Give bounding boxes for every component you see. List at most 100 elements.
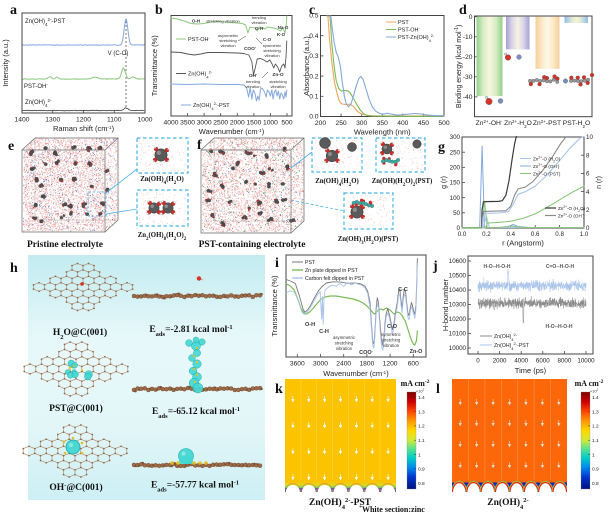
svg-text:600: 600 — [408, 361, 419, 368]
svg-text:1800: 1800 — [359, 361, 374, 368]
svg-text:Zn(OH)3(H2O)(PST): Zn(OH)3(H2O)(PST) — [338, 236, 399, 246]
svg-text:3600: 3600 — [290, 361, 305, 368]
svg-text:Zn2+-O (H2O): Zn2+-O (H2O) — [558, 205, 586, 213]
svg-text:Zn2+-O (OH-): Zn2+-O (OH-) — [558, 212, 585, 218]
svg-text:8: 8 — [586, 152, 590, 159]
svg-text:OH-@C(001): OH-@C(001) — [49, 482, 102, 494]
svg-text:0.0: 0.0 — [458, 231, 467, 238]
svg-text:k: k — [275, 382, 283, 397]
svg-text:10400: 10400 — [449, 287, 467, 294]
svg-text:1: 1 — [592, 452, 595, 458]
svg-text:stretching vibration: stretching vibration — [206, 19, 240, 24]
svg-text:j: j — [432, 259, 438, 274]
svg-text:vibration: vibration — [270, 84, 285, 89]
svg-text:Zn-O: Zn-O — [272, 72, 283, 78]
svg-text:Eads=-57.77 kcal mol-1: Eads=-57.77 kcal mol-1 — [151, 479, 239, 493]
svg-text:0.6: 0.6 — [531, 231, 540, 238]
svg-text:4000: 4000 — [514, 358, 528, 365]
svg-text:10300: 10300 — [449, 302, 467, 309]
svg-text:1.2: 1.2 — [418, 424, 425, 430]
svg-text:Zn(OH)42--PST: Zn(OH)42--PST — [309, 497, 372, 511]
svg-text:Zn2+-PST: Zn2+-PST — [533, 119, 561, 128]
svg-text:300: 300 — [356, 120, 367, 127]
svg-text:150: 150 — [450, 180, 461, 187]
svg-text:Zn-O: Zn-O — [410, 349, 424, 355]
svg-text:H-O--H-O-H: H-O--H-O-H — [484, 264, 511, 270]
svg-text:*White section:zinc: *White section:zinc — [359, 505, 425, 514]
svg-text:Zn(OH)42--PST: Zn(OH)42--PST — [193, 101, 230, 111]
svg-text:1000: 1000 — [138, 117, 153, 124]
svg-text:PST-containing electrolyte: PST-containing electrolyte — [199, 240, 306, 250]
svg-text:stretching: stretching — [219, 38, 236, 43]
svg-text:vibration: vibration — [336, 346, 353, 351]
svg-text:g: g — [438, 140, 445, 155]
svg-text:stretching: stretching — [269, 79, 286, 84]
svg-text:Time (ps): Time (ps) — [515, 366, 547, 375]
svg-text:b: b — [155, 3, 163, 18]
svg-text:2400: 2400 — [336, 361, 351, 368]
svg-text:H2O@C(001): H2O@C(001) — [53, 327, 107, 341]
svg-text:C-O: C-O — [387, 324, 398, 330]
svg-text:stretching: stretching — [335, 341, 354, 346]
svg-text:1.1: 1.1 — [418, 438, 425, 444]
svg-text:1400: 1400 — [15, 117, 30, 124]
svg-text:1: 1 — [418, 452, 421, 458]
svg-text:stretching: stretching — [263, 48, 280, 53]
svg-text:0: 0 — [476, 358, 480, 365]
svg-text:V (C-O): V (C-O) — [108, 51, 129, 57]
svg-text:PST-OH-: PST-OH- — [188, 35, 210, 44]
svg-text:4: 4 — [586, 189, 590, 196]
svg-text:450: 450 — [418, 120, 429, 127]
svg-text:500: 500 — [438, 120, 449, 127]
svg-text:Zn2(OH)8(H2O)2: Zn2(OH)8(H2O)2 — [138, 232, 187, 242]
svg-text:n (r): n (r) — [596, 176, 603, 189]
svg-text:10500: 10500 — [449, 273, 467, 280]
svg-text:PST-H2O: PST-H2O — [563, 120, 590, 129]
svg-text:asymmetric: asymmetric — [333, 335, 356, 340]
svg-text:Eads=-2.81 kcal mol-1: Eads=-2.81 kcal mol-1 — [149, 324, 232, 338]
svg-text:-20: -20 — [463, 54, 473, 61]
svg-text:g (r): g (r) — [441, 176, 448, 189]
svg-text:Zn(OH)(H2O)2(PST): Zn(OH)(H2O)2(PST) — [372, 178, 433, 188]
svg-text:0.8: 0.8 — [592, 481, 599, 487]
svg-text:Transmittance (%): Transmittance (%) — [270, 275, 279, 336]
svg-text:C=O--H-O-H: C=O--H-O-H — [546, 264, 575, 270]
svg-text:1100: 1100 — [107, 117, 122, 124]
svg-text:0.4: 0.4 — [309, 33, 319, 40]
svg-text:symmetric: symmetric — [263, 43, 281, 48]
svg-text:0: 0 — [586, 225, 590, 232]
svg-text:mA cm-2: mA cm-2 — [401, 379, 430, 388]
svg-text:1300: 1300 — [45, 117, 60, 124]
svg-text:1.3: 1.3 — [418, 409, 425, 415]
svg-text:400: 400 — [397, 120, 408, 127]
svg-text:3000: 3000 — [313, 361, 328, 368]
svg-text:1.1: 1.1 — [592, 438, 599, 444]
svg-text:10000: 10000 — [577, 358, 595, 365]
svg-text:1.3: 1.3 — [592, 409, 599, 415]
svg-text:a: a — [10, 3, 17, 18]
svg-text:0.5: 0.5 — [309, 13, 319, 20]
svg-text:Zn2+-O (OH-): Zn2+-O (OH-) — [533, 163, 560, 169]
svg-text:Intensity (a.u.): Intensity (a.u.) — [1, 39, 10, 87]
svg-text:0.8: 0.8 — [418, 481, 425, 487]
svg-text:0.1: 0.1 — [309, 94, 319, 101]
svg-text:asymmetric: asymmetric — [218, 33, 238, 38]
svg-text:COO-: COO- — [359, 349, 374, 356]
svg-text:Raman shift (cm-1): Raman shift (cm-1) — [53, 124, 115, 133]
svg-text:0.0: 0.0 — [309, 114, 319, 121]
svg-text:0: 0 — [457, 225, 461, 232]
svg-text:0.2: 0.2 — [482, 231, 491, 238]
svg-text:1000: 1000 — [263, 120, 278, 127]
svg-text:Wavenumber (cm-1): Wavenumber (cm-1) — [199, 127, 265, 136]
svg-text:Zn2+-H2O: Zn2+-H2O — [504, 119, 532, 129]
svg-text:50: 50 — [453, 210, 460, 217]
svg-text:C-C: C-C — [398, 287, 408, 293]
svg-text:PST-OH-: PST-OH- — [24, 82, 48, 91]
svg-text:10: 10 — [586, 134, 593, 141]
svg-text:0.2: 0.2 — [309, 73, 319, 80]
svg-text:C-O: C-O — [263, 37, 272, 42]
svg-text:C-H: C-H — [319, 329, 329, 335]
svg-text:0.4: 0.4 — [506, 231, 515, 238]
svg-text:1200: 1200 — [383, 361, 398, 368]
svg-text:100: 100 — [450, 195, 461, 202]
